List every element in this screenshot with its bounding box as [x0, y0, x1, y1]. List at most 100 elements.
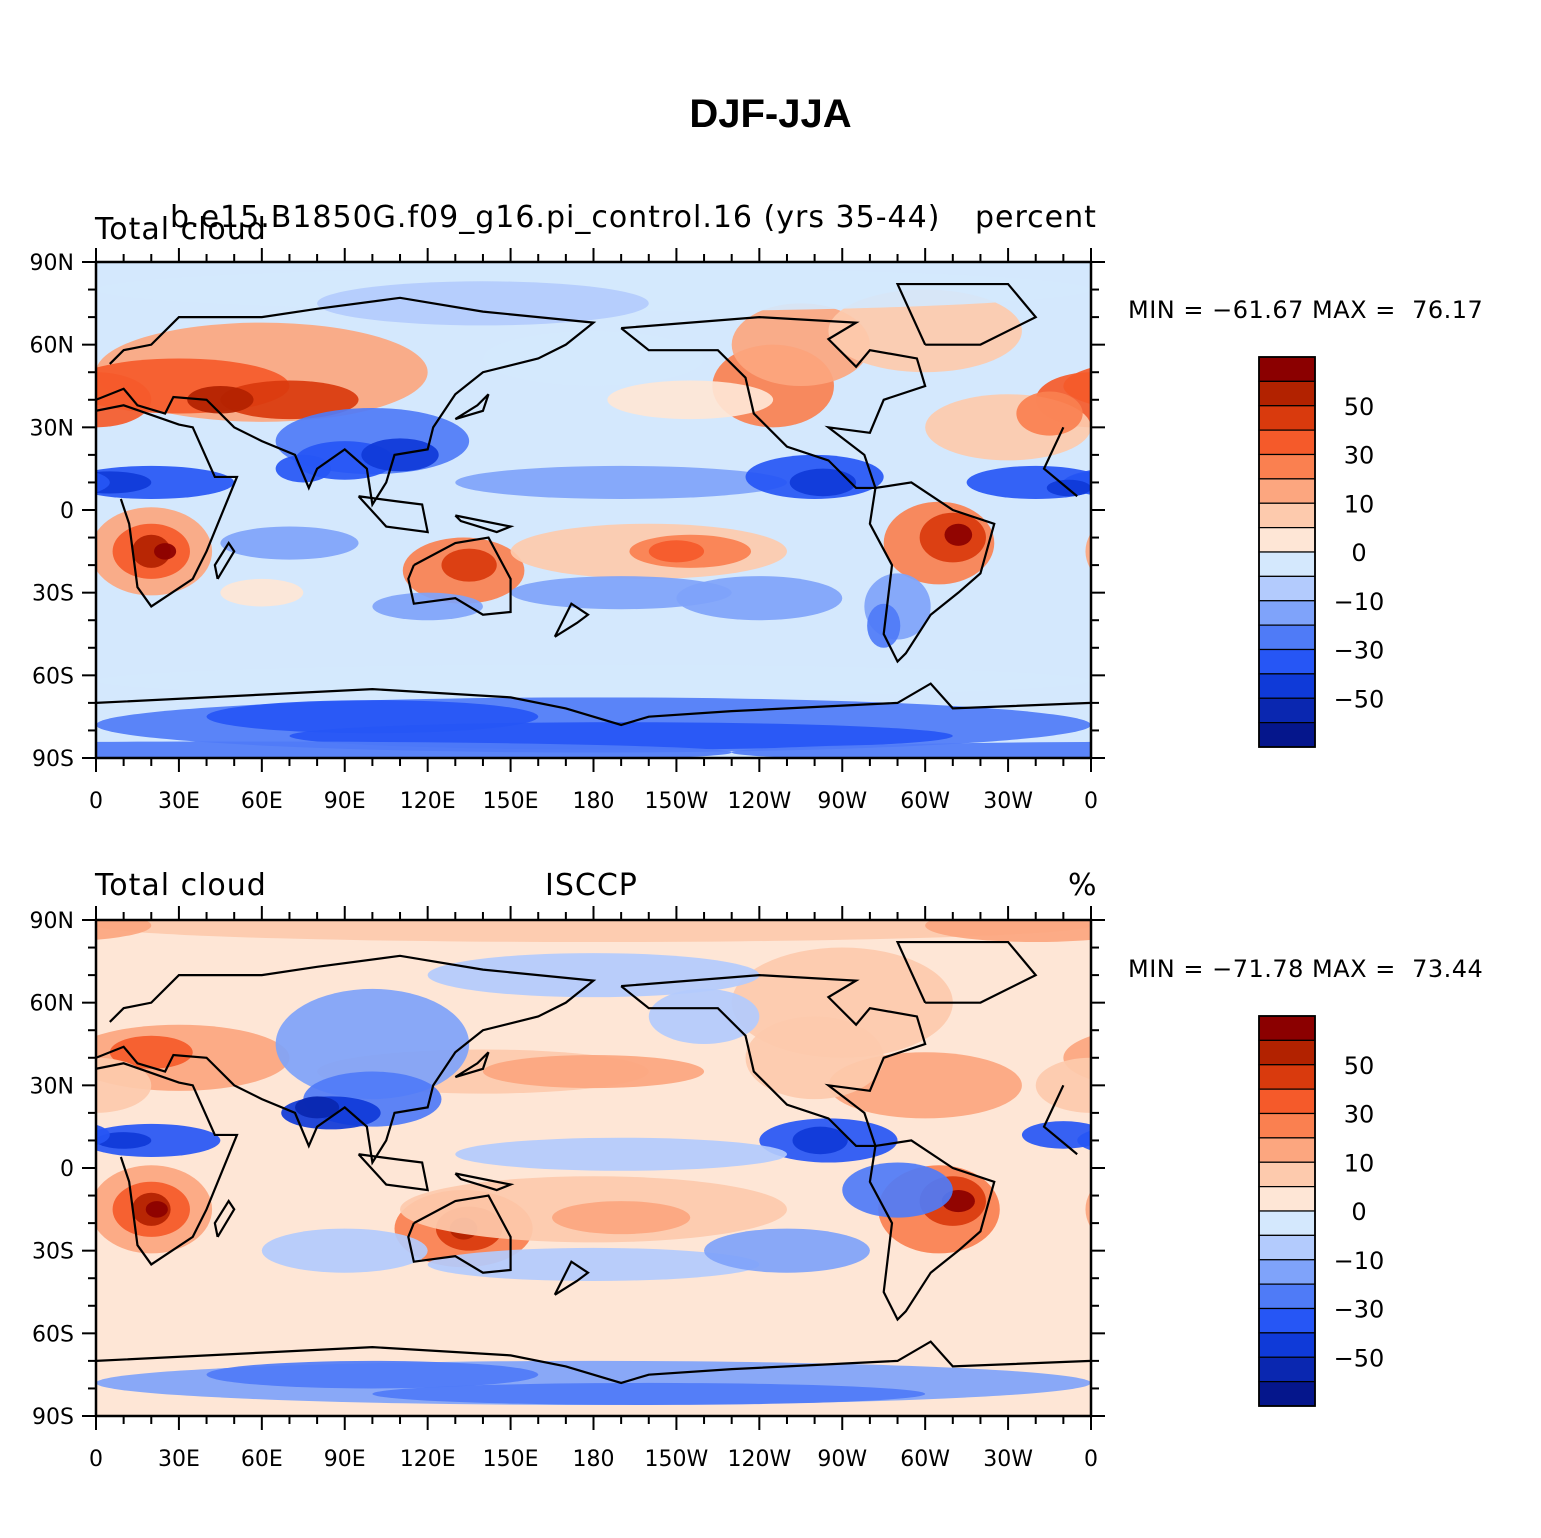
lat-label: 30S — [32, 1240, 74, 1265]
coastline — [96, 1340, 1091, 1385]
lon-label: 120W — [727, 789, 791, 814]
lon-label: 150W — [645, 1447, 709, 1472]
colorbar-swatch — [1258, 1332, 1316, 1358]
contour-region — [96, 472, 110, 493]
colorbar-swatch — [1258, 624, 1316, 651]
colorbar-frame — [1258, 1015, 1316, 1407]
colorbar-swatch — [1258, 1283, 1316, 1310]
colorbar-swatch — [1258, 1186, 1316, 1212]
colorbar-swatch — [1258, 1088, 1316, 1115]
contour-region — [1085, 532, 1091, 570]
coastline — [868, 481, 996, 664]
contour-region — [372, 592, 483, 621]
coastline — [357, 1153, 430, 1192]
lon-label: 180 — [573, 789, 615, 814]
coastline — [96, 1062, 1078, 1266]
coastline — [454, 1172, 515, 1192]
colorbar-swatch — [1258, 1210, 1316, 1236]
coastline — [620, 974, 927, 1148]
lon-label: 150E — [483, 789, 539, 814]
lon-label: 90W — [817, 789, 867, 814]
contour-region — [317, 281, 649, 326]
panel-right-title: percent — [975, 200, 1097, 235]
colorbar-swatch — [1258, 722, 1316, 748]
lon-label: 60E — [241, 1447, 283, 1472]
contour-region — [789, 468, 857, 497]
contour-region — [731, 741, 1091, 758]
lon-label: 60W — [900, 789, 950, 814]
contour-region — [427, 953, 760, 998]
contour-region — [220, 380, 359, 420]
colorbar-swatch — [1258, 648, 1316, 675]
lon-label: 0 — [1084, 1447, 1098, 1472]
map-panel-model: 90N 60N 30N 0 30S 60S 90S 0 30E 60E 90E 120E 150E 180… — [30, 248, 1385, 814]
lat-label: 60S — [32, 664, 74, 689]
colorbar-label: 0 — [1351, 1198, 1366, 1226]
coastline — [553, 602, 590, 638]
colorbar-swatch — [1258, 1234, 1316, 1261]
contour-region — [0, 1361, 96, 1405]
colorbar-swatch — [1258, 1161, 1316, 1188]
contour-region — [1085, 1190, 1091, 1228]
contour-region — [925, 920, 1091, 943]
colorbar-swatch — [1258, 1112, 1316, 1139]
contour-region — [275, 454, 331, 483]
colorbar-swatch — [1258, 575, 1316, 602]
lat-label: 60N — [30, 992, 74, 1017]
contour-region — [1091, 1132, 1146, 1149]
colorbar-swatch — [1258, 1381, 1316, 1407]
coastline — [454, 1051, 490, 1079]
colorbar-label: 10 — [1344, 1149, 1375, 1177]
contour-region — [96, 741, 732, 758]
lon-label: 60E — [241, 789, 283, 814]
colorbar-swatch — [1258, 1356, 1316, 1383]
colorbar-label: −50 — [1334, 1344, 1385, 1372]
contour-region — [151, 1289, 1091, 1334]
contour-region — [455, 1137, 787, 1171]
lon-label: 0 — [1084, 789, 1098, 814]
colorbar-swatch — [1258, 1039, 1316, 1066]
coastline — [895, 940, 1038, 1004]
contour-region — [944, 523, 973, 546]
coastline — [620, 316, 927, 490]
panel-center-title: ISCCP — [545, 868, 638, 903]
contour-region — [607, 380, 774, 420]
contour-region — [441, 548, 497, 582]
lat-label: 90S — [32, 747, 74, 772]
colorbar: 50 30 10 0 −10 −30 −50 — [1258, 1015, 1385, 1407]
colorbar-label: −10 — [1334, 588, 1385, 616]
lat-label: 90N — [30, 909, 74, 934]
colorbar-label: −50 — [1334, 685, 1385, 713]
contour-region — [96, 920, 152, 940]
lon-label: 0 — [89, 789, 103, 814]
contour-region — [792, 1126, 848, 1155]
contour-region — [96, 1123, 221, 1157]
contour-region — [455, 465, 787, 499]
contour-region — [552, 1201, 691, 1235]
panel-center-title: b.e15.B1850G.f09_g16.pi_control.16 (yrs … — [170, 200, 941, 235]
colorbar-swatch — [1258, 1015, 1316, 1041]
min-max-label: MIN = −71.78 MAX = 73.44 — [1128, 955, 1484, 983]
contour-region — [676, 576, 843, 621]
contour-region — [145, 1201, 168, 1218]
coastline — [96, 404, 1078, 608]
lon-label: 60W — [900, 1447, 950, 1472]
contour-region — [96, 1301, 152, 1322]
contour-region — [220, 526, 359, 560]
contour-region — [1016, 391, 1083, 436]
lon-label: 30E — [158, 789, 200, 814]
contour-region — [96, 372, 152, 428]
lon-label: 180 — [573, 1447, 615, 1472]
contour-field — [0, 920, 1146, 1416]
figure-title: DJF-JJA — [689, 92, 852, 136]
contour-region — [109, 1035, 193, 1069]
lon-label: 120E — [400, 789, 456, 814]
colorbar: 50 30 10 0 −10 −30 −50 — [1258, 356, 1385, 748]
coastline — [357, 495, 430, 534]
colorbar-label: 30 — [1344, 1101, 1375, 1129]
colorbar-label: −30 — [1334, 637, 1385, 665]
contour-region — [220, 578, 304, 607]
coastline — [868, 1139, 996, 1322]
min-max-label: MIN = −61.67 MAX = 76.17 — [1128, 296, 1484, 324]
